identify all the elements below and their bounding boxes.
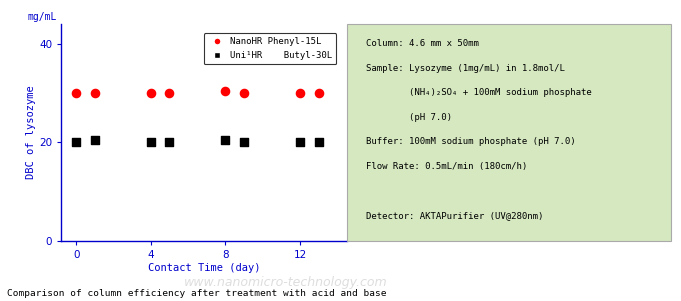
Text: (NH₄)₂SO₄ + 100mM sodium phosphate: (NH₄)₂SO₄ + 100mM sodium phosphate (366, 88, 592, 97)
Point (294, 91, 305, 95)
Point (71, 140, 82, 145)
Y-axis label: DBC of lysozyme: DBC of lysozyme (27, 85, 36, 179)
Point (313, 140, 324, 145)
Text: Flow Rate: 0.5mL/min (180cm/h): Flow Rate: 0.5mL/min (180cm/h) (366, 162, 527, 171)
Text: Detector: AKTAPurifier (UV@280nm): Detector: AKTAPurifier (UV@280nm) (366, 211, 543, 220)
X-axis label: Contact Time (day): Contact Time (day) (148, 262, 260, 273)
Text: www.nanomicro-technology.com: www.nanomicro-technology.com (184, 276, 388, 290)
Text: Sample: Lysozyme (1mg/mL) in 1.8mol/L: Sample: Lysozyme (1mg/mL) in 1.8mol/L (366, 64, 565, 73)
Point (89, 91, 100, 95)
Text: Column: 4.6 mm x 50mm: Column: 4.6 mm x 50mm (366, 39, 479, 48)
FancyBboxPatch shape (347, 24, 671, 241)
Point (238, 140, 249, 145)
Point (313, 91, 324, 95)
Point (71, 91, 82, 95)
Point (145, 91, 156, 95)
Text: mg/mL: mg/mL (27, 12, 57, 22)
Point (164, 91, 175, 95)
Point (164, 140, 175, 145)
Point (220, 138, 231, 142)
Text: Buffer: 100mM sodium phosphate (pH 7.0): Buffer: 100mM sodium phosphate (pH 7.0) (366, 137, 575, 146)
Point (238, 91, 249, 95)
Point (145, 140, 156, 145)
Point (294, 140, 305, 145)
Point (220, 88, 231, 93)
Text: (pH 7.0): (pH 7.0) (366, 113, 452, 122)
Text: Comparison of column efficiency after treatment with acid and base: Comparison of column efficiency after tr… (7, 289, 386, 298)
Point (89, 138, 100, 142)
Legend: NanoHR Phenyl-15L, Uni¹HR    Butyl-30L: NanoHR Phenyl-15L, Uni¹HR Butyl-30L (204, 33, 336, 64)
